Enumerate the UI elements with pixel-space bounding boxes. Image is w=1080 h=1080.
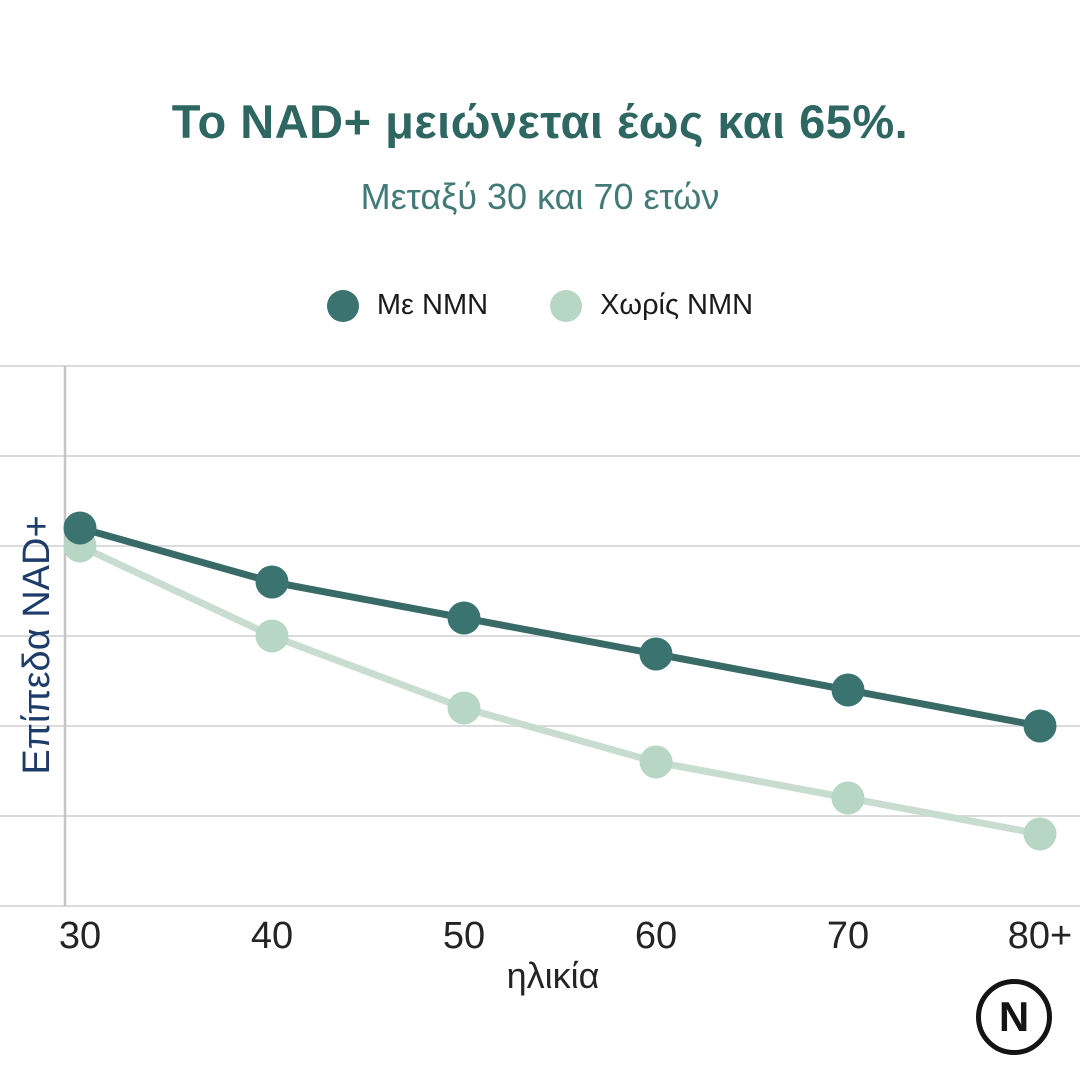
page-title: Το NAD+ μειώνεται έως και 65%. [171, 95, 909, 148]
x-tick-label: 30 [59, 915, 101, 957]
data-point [447, 601, 481, 635]
data-point [447, 691, 481, 725]
data-point [255, 565, 289, 599]
chart-generated-layer: 30 40 50 60 70 80+ [0, 365, 1080, 957]
x-axis-title: ηλικία [507, 955, 600, 996]
series-line [76, 542, 1044, 838]
brand-logo: N [976, 979, 1052, 1055]
page-subtitle: Μεταξύ 30 και 70 ετών [360, 176, 720, 217]
data-point [1023, 817, 1057, 851]
x-tick-label: 50 [443, 915, 485, 957]
data-point [831, 781, 865, 815]
legend-label-with-nmn: Με NMN [376, 289, 489, 321]
x-tick-label: 70 [827, 915, 869, 957]
data-point [639, 637, 673, 671]
legend-label-without-nmn: Χωρίς NMN [600, 289, 754, 321]
data-point [831, 673, 865, 707]
data-point [63, 511, 97, 545]
data-point [639, 745, 673, 779]
x-tick-label: 80+ [1008, 915, 1072, 957]
y-axis-title: Επίπεδα NAD+ [16, 515, 58, 774]
legend-item-with-nmn: Με NMN [326, 289, 489, 322]
chart-legend: Με NMN Χωρίς NMN [0, 289, 1080, 322]
brand-logo-letter: N [998, 993, 1030, 1040]
series-line [76, 524, 1044, 730]
legend-item-without-nmn: Χωρίς NMN [550, 289, 753, 322]
legend-dot-with-nmn-icon [326, 289, 359, 322]
data-point [1023, 709, 1057, 743]
legend-dot-without-nmn-icon [550, 289, 583, 322]
x-tick-label: 40 [251, 915, 293, 957]
data-point [255, 619, 289, 653]
x-tick-label: 60 [635, 915, 677, 957]
